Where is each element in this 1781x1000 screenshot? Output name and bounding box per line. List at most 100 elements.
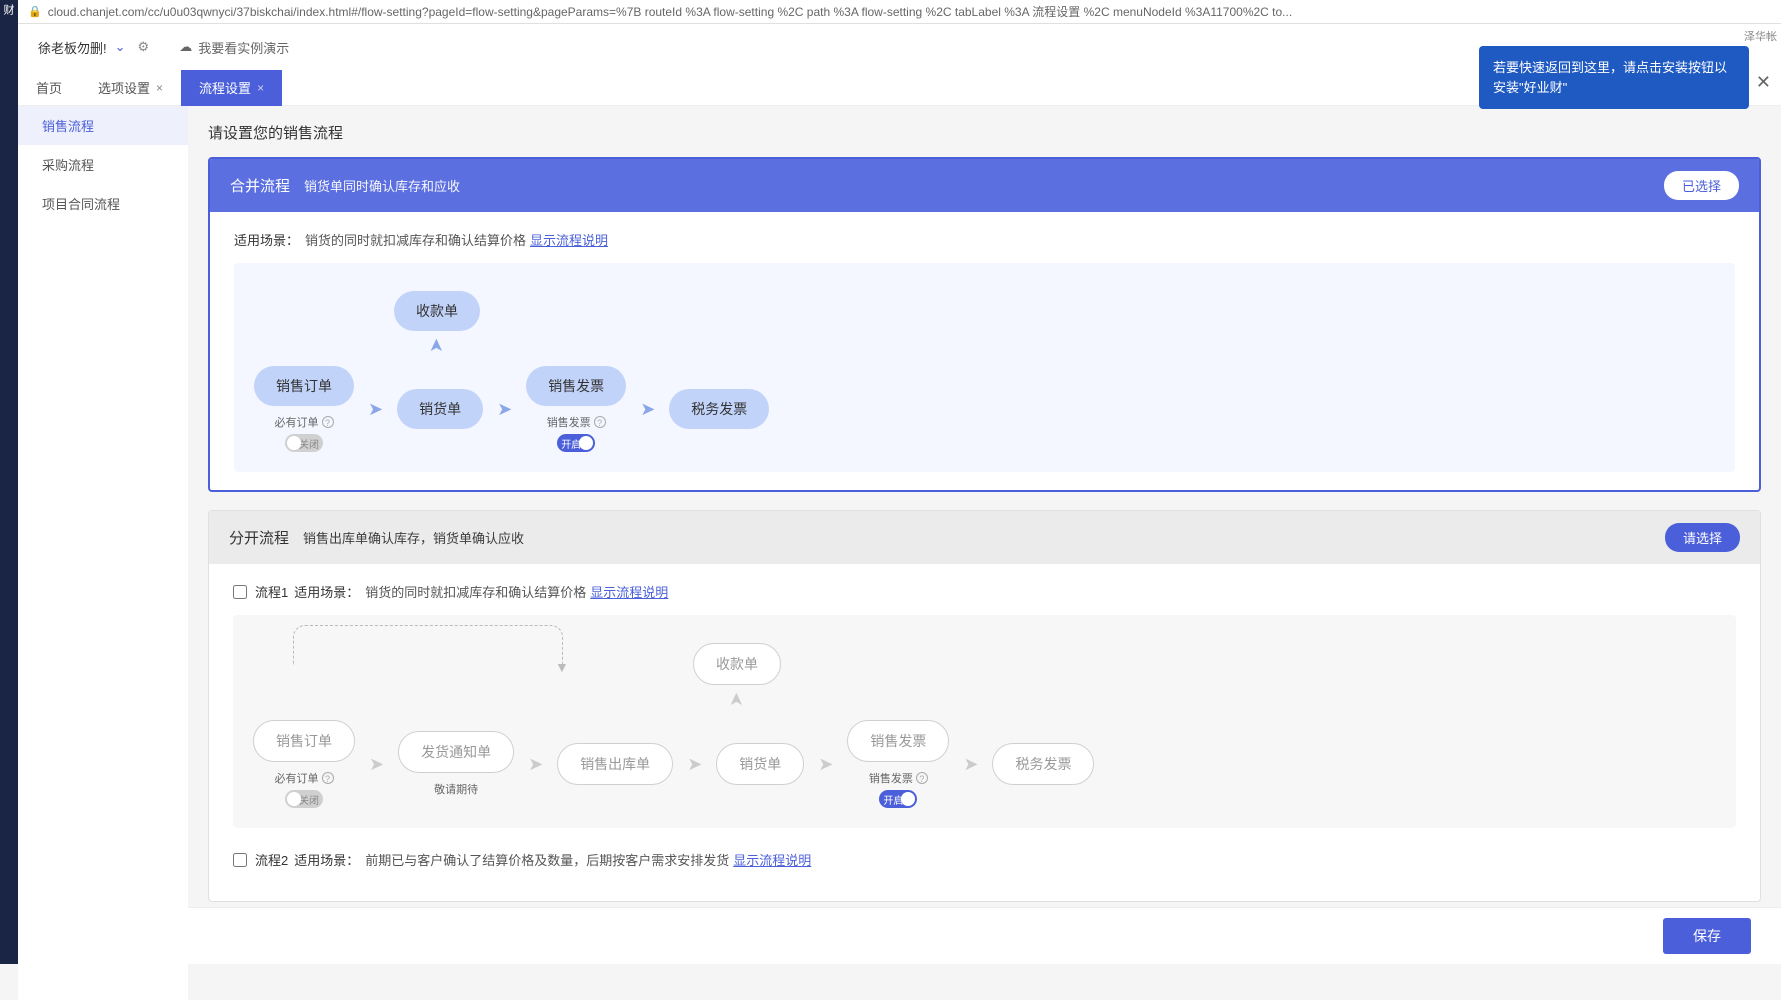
arrow-right-icon: ➤	[818, 754, 833, 775]
dashed-connector	[293, 625, 563, 665]
node-tax-invoice: 税务发票	[669, 389, 769, 429]
order-note: 必有订单? 关闭	[275, 414, 334, 452]
arrow-right-icon: ➤	[687, 754, 702, 775]
url-bar: 🔒 cloud.chanjet.com/cc/u0u03qwnyci/37bis…	[18, 0, 1781, 24]
note-label: 销售发票	[869, 770, 913, 786]
cloud-icon: ☁	[179, 39, 192, 55]
scenario-text: 销货的同时就扣减库存和确认结算价格	[365, 582, 586, 601]
tab-label: 首页	[36, 78, 62, 97]
show-flow-link[interactable]: 显示流程说明	[733, 850, 811, 869]
merge-sub: 销货单同时确认库存和应收	[304, 176, 460, 195]
scenario-label: 适用场景：	[294, 850, 359, 869]
note-label: 销售发票	[547, 414, 591, 430]
scenario-label: 适用场景：	[234, 230, 299, 249]
save-button[interactable]: 保存	[1663, 918, 1751, 954]
arrow-right-icon: ➤	[497, 399, 512, 420]
toggle-label: 关闭	[299, 792, 319, 807]
node-delivery: 销货单	[716, 743, 804, 785]
page-title: 请设置您的销售流程	[208, 122, 1761, 143]
rail-label: 财	[0, 4, 16, 15]
url-text: cloud.chanjet.com/cc/u0u03qwnyci/37biskc…	[48, 3, 1292, 20]
node-outbound: 销售出库单	[557, 743, 673, 785]
invoice-toggle[interactable]: 开启	[879, 790, 917, 808]
order-toggle[interactable]: 关闭	[285, 434, 323, 452]
node-sales-invoice: 销售发票	[526, 366, 626, 406]
org-dropdown-icon[interactable]: ⌄	[115, 39, 126, 55]
node-sales-order: 销售订单	[254, 366, 354, 406]
arrow-down-icon: ▼	[555, 659, 569, 675]
save-bar: 保存	[188, 907, 1781, 964]
merge-selected-button[interactable]: 已选择	[1664, 171, 1739, 200]
flow1-diagram: ▼ 收款单 ➤ 销售订单 必有订单?	[233, 615, 1736, 828]
right-edge-text: 泽华帐	[1744, 28, 1777, 44]
node-tax-invoice: 税务发票	[992, 743, 1094, 785]
tab-label: 选项设置	[98, 78, 150, 97]
scenario-text: 前期已与客户确认了结算价格及数量，后期按客户需求安排发货	[365, 850, 729, 869]
tip-text: 若要快速返回到这里，请点击安装按钮以安装"好业财"	[1493, 60, 1727, 95]
split-header: 分开流程 销售出库单确认库存，销货单确认应收 请选择	[209, 511, 1760, 564]
node-receipt: 收款单	[693, 643, 781, 685]
invoice-toggle[interactable]: 开启	[557, 434, 595, 452]
wait-note: 敬请期待	[434, 781, 478, 797]
toggle-label: 开启	[561, 436, 581, 451]
node-receipt: 收款单	[394, 291, 480, 331]
side-item-sales[interactable]: 销售流程	[18, 106, 188, 145]
tab-home[interactable]: 首页	[18, 70, 80, 106]
arrow-up-icon: ➤	[427, 338, 448, 353]
merge-title: 合并流程	[230, 175, 290, 196]
help-icon[interactable]: ?	[322, 772, 334, 784]
split-title: 分开流程	[229, 527, 289, 548]
close-icon[interactable]: ×	[257, 81, 264, 95]
help-icon[interactable]: ?	[594, 416, 606, 428]
note-label: 必有订单	[275, 414, 319, 430]
node-sales-invoice: 销售发票	[847, 720, 949, 762]
help-icon[interactable]: ?	[322, 416, 334, 428]
flow2-scenario: 流程2 适用场景： 前期已与客户确认了结算价格及数量，后期按客户需求安排发货 显…	[233, 850, 1736, 869]
demo-text: 我要看实例演示	[198, 38, 289, 57]
demo-link[interactable]: ☁ 我要看实例演示	[179, 38, 289, 57]
top-row: 徐老板勿删! ⌄ ⚙ ☁ 我要看实例演示 若要快速返回到这里，请点击安装按钮以安…	[18, 24, 1781, 70]
show-flow-link[interactable]: 显示流程说明	[530, 230, 608, 249]
side-item-contract[interactable]: 项目合同流程	[18, 184, 188, 223]
merge-flow-card: 合并流程 销货单同时确认库存和应收 已选择 适用场景： 销货的同时就扣减库存和确…	[208, 157, 1761, 492]
scenario-label: 适用场景：	[294, 582, 359, 601]
merge-scenario: 适用场景： 销货的同时就扣减库存和确认结算价格 显示流程说明	[234, 230, 1735, 249]
arrow-right-icon: ➤	[369, 754, 384, 775]
org-name[interactable]: 徐老板勿删!	[38, 38, 107, 57]
tab-label: 流程设置	[199, 78, 251, 97]
flow1-scenario: 流程1 适用场景： 销货的同时就扣减库存和确认结算价格 显示流程说明	[233, 582, 1736, 601]
node-ship-notice: 发货通知单	[398, 731, 514, 773]
arrow-right-icon: ➤	[640, 399, 655, 420]
flow1-name: 流程1	[255, 582, 288, 601]
split-flow-card: 分开流程 销售出库单确认库存，销货单确认应收 请选择 流程1 适用场景： 销货的…	[208, 510, 1761, 902]
merge-diagram: 收款单 ➤ 销售订单 必有订单? 关闭	[234, 263, 1735, 472]
arrow-right-icon: ➤	[528, 754, 543, 775]
node-delivery: 销货单	[397, 389, 483, 429]
split-select-button[interactable]: 请选择	[1665, 523, 1740, 552]
arrow-up-icon: ➤	[727, 692, 748, 707]
toggle-label: 开启	[883, 792, 903, 807]
invoice-note: 销售发票? 开启	[547, 414, 606, 452]
note-label: 必有订单	[275, 770, 319, 786]
side-item-purchase[interactable]: 采购流程	[18, 145, 188, 184]
help-icon[interactable]: ?	[916, 772, 928, 784]
tip-close-icon[interactable]: ✕	[1756, 72, 1771, 93]
tab-options[interactable]: 选项设置 ×	[80, 70, 181, 106]
show-flow-link[interactable]: 显示流程说明	[590, 582, 668, 601]
flow2-name: 流程2	[255, 850, 288, 869]
arrow-right-icon: ➤	[368, 399, 383, 420]
arrow-right-icon: ➤	[963, 754, 978, 775]
flow2-checkbox[interactable]	[233, 853, 247, 867]
flow1-checkbox[interactable]	[233, 585, 247, 599]
order-note: 必有订单? 关闭	[275, 770, 334, 808]
content: 请设置您的销售流程 合并流程 销货单同时确认库存和应收 已选择 适用场景： 销货…	[188, 106, 1781, 1000]
tab-flow-settings[interactable]: 流程设置 ×	[181, 70, 282, 106]
toggle-label: 关闭	[299, 436, 319, 451]
scenario-text: 销货的同时就扣减库存和确认结算价格	[305, 230, 526, 249]
lock-icon: 🔒	[28, 5, 42, 18]
order-toggle[interactable]: 关闭	[285, 790, 323, 808]
settings-icon[interactable]: ⚙	[138, 39, 150, 55]
close-icon[interactable]: ×	[156, 81, 163, 95]
side-menu: 销售流程 采购流程 项目合同流程	[18, 106, 188, 1000]
install-tip: 若要快速返回到这里，请点击安装按钮以安装"好业财"	[1479, 46, 1749, 109]
